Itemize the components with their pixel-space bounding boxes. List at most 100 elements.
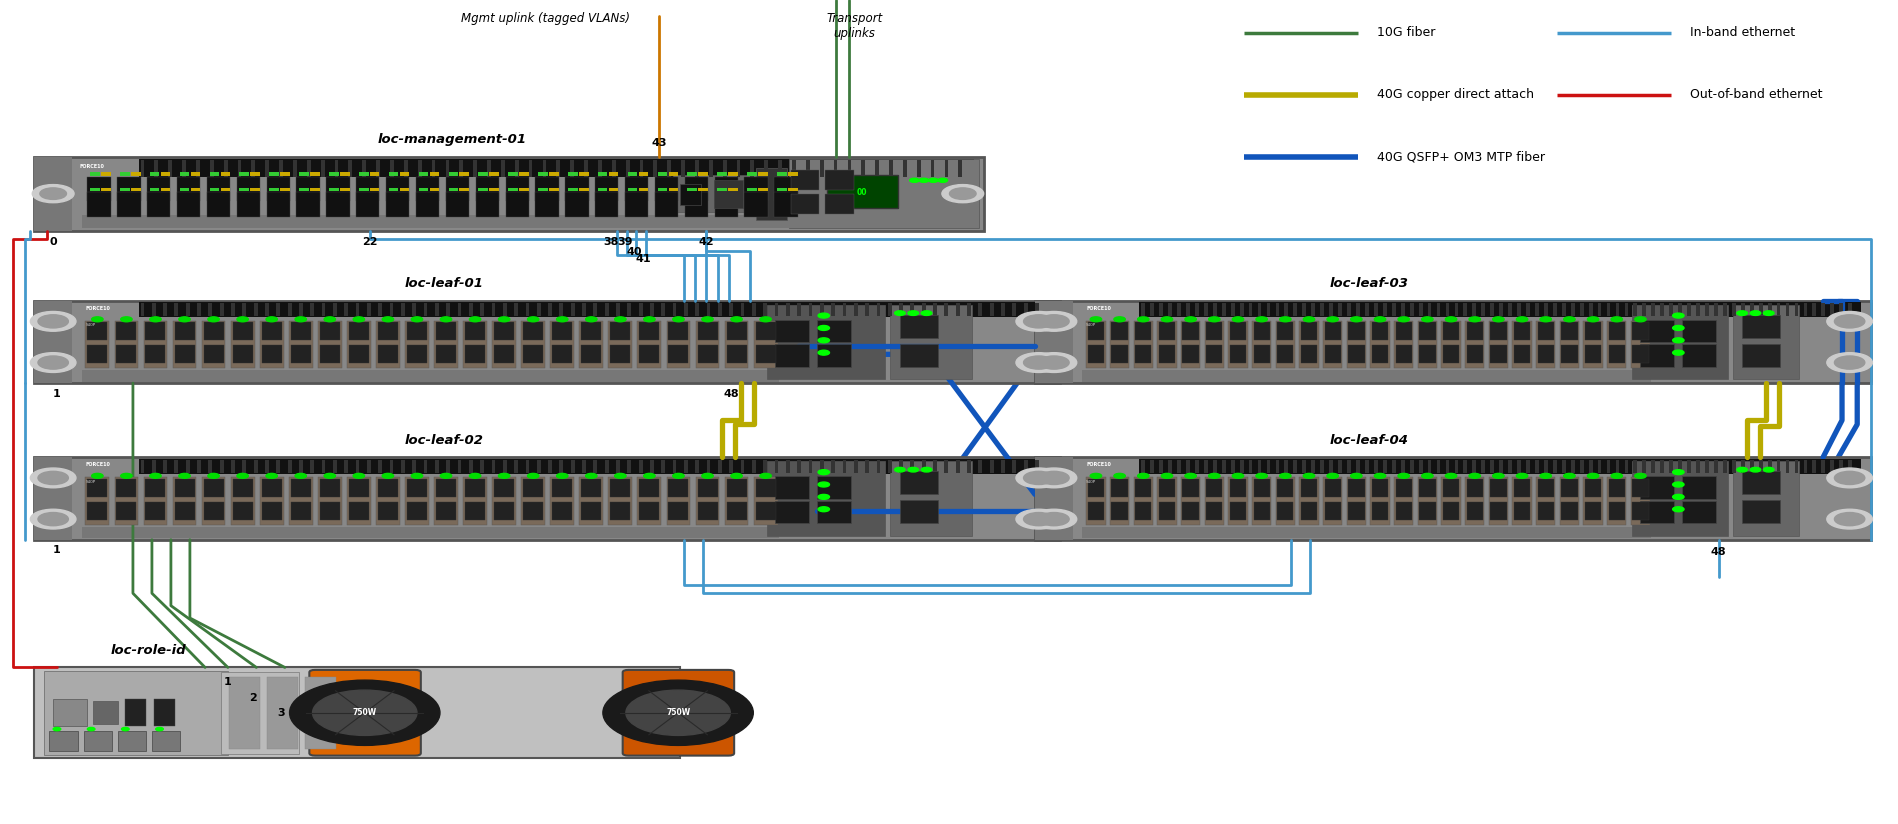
Bar bbox=[503, 460, 507, 473]
Bar bbox=[1150, 303, 1154, 316]
Bar bbox=[266, 303, 270, 316]
Circle shape bbox=[38, 513, 68, 526]
Bar bbox=[1811, 460, 1814, 473]
Bar bbox=[501, 161, 505, 176]
Bar bbox=[740, 303, 744, 316]
Bar bbox=[1302, 303, 1306, 316]
Bar bbox=[549, 303, 552, 316]
Bar bbox=[1507, 303, 1511, 316]
Bar bbox=[1205, 322, 1222, 340]
Bar bbox=[237, 192, 260, 217]
Bar bbox=[1034, 457, 1072, 540]
Bar bbox=[1579, 460, 1583, 473]
Bar bbox=[1678, 460, 1682, 473]
Text: 48: 48 bbox=[723, 389, 738, 399]
Bar bbox=[624, 176, 647, 201]
Bar bbox=[1640, 344, 1674, 367]
Text: Mgmt uplink (tagged VLANs): Mgmt uplink (tagged VLANs) bbox=[461, 12, 628, 26]
Bar bbox=[1370, 477, 1389, 525]
Bar bbox=[1480, 303, 1484, 316]
Bar bbox=[190, 188, 199, 191]
Bar bbox=[1418, 345, 1435, 363]
Bar bbox=[300, 172, 309, 176]
Bar bbox=[1012, 303, 1015, 316]
Bar bbox=[306, 677, 336, 749]
Circle shape bbox=[325, 473, 336, 478]
Bar bbox=[1704, 303, 1708, 316]
Bar bbox=[774, 192, 797, 217]
Bar bbox=[89, 188, 99, 191]
Bar bbox=[535, 192, 558, 217]
Bar bbox=[1537, 479, 1553, 497]
Bar bbox=[1348, 345, 1365, 363]
Bar bbox=[1034, 303, 1038, 316]
Bar bbox=[1535, 477, 1554, 525]
Bar bbox=[1370, 502, 1387, 520]
Bar bbox=[746, 172, 757, 176]
Circle shape bbox=[921, 467, 932, 472]
Circle shape bbox=[894, 311, 905, 316]
Bar bbox=[87, 345, 108, 363]
Bar bbox=[767, 305, 884, 379]
Bar bbox=[1623, 303, 1627, 316]
Circle shape bbox=[156, 728, 163, 731]
Bar bbox=[1194, 460, 1198, 473]
Bar bbox=[1488, 477, 1507, 525]
Bar bbox=[270, 188, 279, 191]
Bar bbox=[683, 303, 687, 316]
Bar bbox=[1767, 460, 1771, 473]
Bar bbox=[1088, 479, 1103, 497]
Bar bbox=[666, 477, 691, 525]
Bar bbox=[125, 699, 146, 727]
Bar bbox=[1088, 345, 1103, 363]
Bar bbox=[116, 345, 137, 363]
Circle shape bbox=[1207, 473, 1219, 478]
Bar bbox=[569, 161, 573, 176]
Circle shape bbox=[178, 317, 190, 321]
Bar bbox=[900, 315, 938, 338]
Bar bbox=[251, 172, 260, 176]
Bar bbox=[797, 303, 801, 316]
Bar bbox=[1606, 477, 1625, 525]
Bar bbox=[203, 322, 224, 340]
Bar bbox=[233, 502, 252, 520]
Bar bbox=[746, 188, 757, 191]
Bar bbox=[1253, 322, 1270, 340]
Circle shape bbox=[1672, 494, 1684, 499]
Circle shape bbox=[894, 467, 905, 472]
Bar bbox=[317, 321, 342, 368]
Bar bbox=[1615, 303, 1619, 316]
Text: S40P: S40P bbox=[1086, 480, 1095, 484]
Bar bbox=[1454, 303, 1458, 316]
Bar bbox=[1560, 460, 1564, 473]
Bar bbox=[1721, 303, 1725, 316]
Circle shape bbox=[818, 350, 829, 355]
Bar bbox=[1714, 303, 1718, 316]
Bar bbox=[1230, 322, 1245, 340]
Circle shape bbox=[731, 473, 742, 478]
Bar bbox=[668, 172, 678, 176]
Circle shape bbox=[207, 317, 218, 321]
Bar bbox=[1298, 477, 1317, 525]
Bar bbox=[791, 170, 820, 190]
Bar bbox=[446, 176, 469, 201]
Bar bbox=[1537, 345, 1553, 363]
Bar bbox=[1685, 460, 1689, 473]
Bar bbox=[1293, 303, 1296, 316]
Bar bbox=[347, 321, 370, 368]
Bar bbox=[1651, 460, 1655, 473]
Bar bbox=[270, 172, 279, 176]
Bar bbox=[1784, 460, 1788, 473]
Bar bbox=[474, 192, 499, 217]
Bar bbox=[1418, 322, 1435, 340]
Bar bbox=[1370, 345, 1387, 363]
Circle shape bbox=[1444, 317, 1456, 321]
Circle shape bbox=[412, 473, 423, 478]
Bar bbox=[826, 194, 854, 214]
Bar bbox=[446, 192, 469, 217]
Bar bbox=[755, 168, 788, 220]
Bar bbox=[1182, 322, 1198, 340]
Bar bbox=[668, 479, 689, 497]
Bar bbox=[611, 161, 615, 176]
Bar bbox=[754, 477, 776, 525]
